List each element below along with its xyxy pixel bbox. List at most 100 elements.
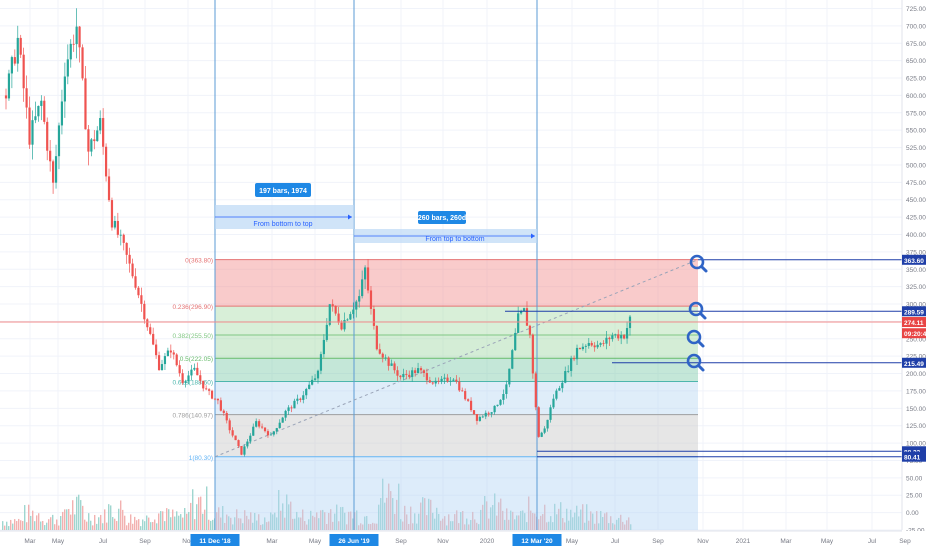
date-marker-label: 12 Mar '20	[521, 538, 553, 545]
candle-body	[458, 381, 461, 391]
candle-body	[505, 384, 508, 395]
fib-zone-0.786	[215, 414, 698, 457]
price-mark-badge	[902, 306, 926, 317]
candle-body	[134, 276, 137, 288]
candle-body	[205, 388, 208, 390]
price-mark-label: 215.49	[904, 361, 924, 368]
range-1-badge	[255, 183, 311, 197]
price-tick-label: 100.00	[906, 441, 926, 448]
volume-bar	[86, 521, 88, 530]
volume-bar	[544, 504, 546, 530]
candle-body	[240, 446, 243, 455]
volume-bar	[460, 512, 462, 530]
trend-line[interactable]	[214, 259, 699, 458]
volume-bar	[534, 513, 536, 530]
volume-bar	[250, 512, 252, 530]
price-tick-label: 500.00	[906, 162, 926, 169]
candle-body	[620, 335, 623, 339]
volume-bar	[556, 514, 558, 530]
time-tick-label: 2021	[736, 538, 751, 545]
candle-body	[419, 368, 423, 371]
volume-bar	[378, 504, 380, 530]
candle-body	[163, 356, 167, 365]
candle-body	[216, 398, 220, 401]
volume-bar	[418, 513, 420, 530]
volume-bar	[432, 512, 434, 530]
volume-bar	[226, 514, 228, 530]
volume-bar	[294, 518, 296, 530]
candle-body	[549, 407, 552, 420]
candle-body	[178, 365, 181, 374]
fib-label-0.786: 0.786(140.97)	[173, 413, 213, 420]
range-2-badge-text: 260 bars, 260d	[418, 215, 466, 222]
candle-body	[169, 350, 172, 353]
volume-bar	[316, 512, 318, 530]
volume-bar	[362, 524, 364, 530]
candle-body	[528, 325, 532, 335]
time-tick-label: May	[309, 538, 322, 545]
magnifier-icon-handle	[699, 312, 707, 320]
fib-zone-0.382	[215, 334, 698, 359]
volume-bar	[56, 519, 58, 530]
volume-bar	[322, 509, 324, 530]
volume-bar	[358, 525, 360, 530]
volume-bar	[296, 511, 298, 530]
candle-body	[443, 377, 446, 379]
volume-bar	[182, 517, 184, 530]
volume-bar	[68, 508, 70, 530]
candle-body	[237, 440, 240, 447]
candle-body	[146, 319, 149, 328]
volume-bar	[330, 509, 332, 530]
magnifier-icon[interactable]	[686, 353, 705, 372]
candle-body	[343, 320, 346, 330]
magnifier-icon[interactable]	[688, 301, 707, 320]
magnifier-icon-ring	[689, 254, 705, 270]
candle-body	[243, 446, 246, 455]
candle-body	[625, 328, 629, 339]
volume-bar	[470, 519, 472, 530]
candle-body	[90, 139, 93, 152]
volume-bar	[546, 522, 548, 530]
candle-body	[464, 391, 467, 400]
volume-bar	[580, 509, 582, 530]
volume-bar	[48, 519, 50, 530]
volume-bar	[22, 521, 24, 530]
price-tick-label: 25.00	[906, 493, 923, 500]
magnifier-icon-ring	[688, 301, 704, 317]
volume-bar	[164, 521, 166, 530]
volume-bar	[596, 511, 598, 530]
volume-bar	[244, 510, 246, 530]
volume-bar	[266, 522, 268, 530]
volume-bar	[498, 502, 500, 530]
range-1-arrowhead	[348, 214, 352, 220]
volume-bar	[426, 515, 428, 530]
volume-bar	[324, 512, 326, 530]
candle-body	[381, 353, 384, 358]
volume-bar	[438, 513, 440, 530]
price-tick-label: 125.00	[906, 423, 926, 430]
volume-bar	[326, 523, 328, 530]
volume-bar	[490, 507, 492, 530]
volume-bar	[334, 513, 336, 530]
volume-bar	[88, 513, 90, 530]
range-2-text: From top to bottom	[425, 236, 484, 243]
candle-body	[449, 380, 452, 382]
volume-bar	[292, 518, 294, 530]
volume-bar	[510, 510, 512, 530]
volume-bar	[282, 503, 284, 530]
magnifier-icon[interactable]	[689, 254, 708, 273]
volume-bar	[304, 521, 306, 530]
volume-bar	[238, 518, 240, 530]
volume-bar	[364, 516, 366, 530]
candle-body	[102, 118, 105, 147]
volume-bar	[482, 504, 484, 530]
volume-bar	[592, 513, 594, 530]
volume-bar	[64, 509, 66, 530]
magnifier-icon[interactable]	[686, 329, 705, 348]
candle-body	[340, 322, 343, 330]
candle-body	[319, 354, 323, 371]
candle-body	[172, 352, 175, 355]
price-tick-label: 725.00	[906, 6, 926, 13]
